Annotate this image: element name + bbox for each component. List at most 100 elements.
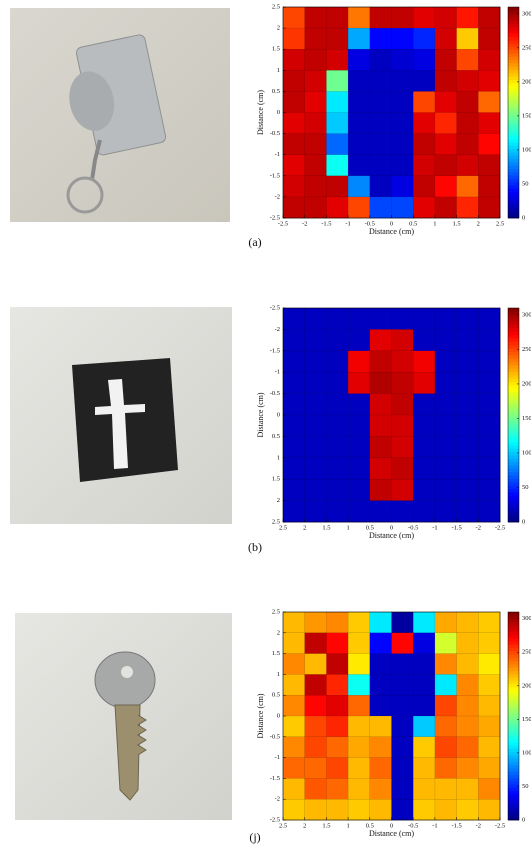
heatmap-cell bbox=[370, 394, 392, 416]
y-tick-label: -1.5 bbox=[270, 347, 280, 354]
heatmap-cell bbox=[392, 49, 414, 70]
colorbar-segment bbox=[508, 405, 519, 409]
heatmap-cell bbox=[413, 695, 435, 716]
colorbar-segment bbox=[508, 415, 519, 419]
heatmap-cell bbox=[370, 91, 392, 112]
colorbar-segment bbox=[508, 641, 519, 645]
heatmap-cell bbox=[326, 612, 348, 633]
heatmap-cell bbox=[457, 197, 479, 218]
x-tick-label: -2.5 bbox=[278, 220, 288, 227]
heatmap-cell bbox=[457, 458, 479, 480]
heatmap-cell bbox=[283, 654, 305, 675]
heatmap-cell bbox=[348, 394, 370, 416]
heatmap-cell bbox=[392, 737, 414, 758]
heatmap-cell bbox=[457, 633, 479, 654]
colorbar-segment bbox=[508, 73, 519, 77]
heatmap-cell bbox=[283, 91, 305, 112]
colorbar-segment bbox=[508, 103, 519, 107]
colorbar-segment bbox=[508, 479, 519, 483]
colorbar-segment bbox=[508, 50, 519, 54]
y-axis-label: Distance (cm) bbox=[256, 693, 265, 738]
heatmap-cell bbox=[370, 633, 392, 654]
heatmap-cell bbox=[326, 49, 348, 70]
colorbar-segment bbox=[508, 7, 519, 11]
colorbar-segment bbox=[508, 116, 519, 120]
y-tick-label: -0.5 bbox=[270, 733, 280, 740]
colorbar-segment bbox=[508, 208, 519, 212]
heatmap-cell bbox=[370, 49, 392, 70]
colorbar-segment bbox=[508, 395, 519, 399]
colorbar-segment bbox=[508, 742, 519, 746]
heatmap-cell bbox=[348, 308, 370, 330]
y-tick-label: -0.5 bbox=[270, 130, 280, 137]
heatmap-cell bbox=[283, 415, 305, 437]
colorbar-tick-label: 100 bbox=[522, 146, 531, 153]
y-tick-label: 0.5 bbox=[272, 692, 280, 699]
heatmap-cell bbox=[370, 799, 392, 820]
colorbar-segment bbox=[508, 482, 519, 486]
heatmap-cell bbox=[413, 799, 435, 820]
colorbar-segment bbox=[508, 56, 519, 60]
heatmap-cell bbox=[478, 737, 500, 758]
colorbar-segment bbox=[508, 89, 519, 93]
heatmap-cell bbox=[348, 612, 370, 633]
colorbar-segment bbox=[508, 178, 519, 182]
heatmap-cell bbox=[370, 778, 392, 799]
heatmap-cell bbox=[283, 372, 305, 394]
colorbar-segment bbox=[508, 432, 519, 436]
colorbar-segment bbox=[508, 710, 519, 714]
heatmap-cell bbox=[457, 7, 479, 28]
y-tick-label: 0 bbox=[277, 411, 280, 418]
colorbar-segment bbox=[508, 758, 519, 762]
colorbar-segment bbox=[508, 109, 519, 113]
colorbar-segment bbox=[508, 20, 519, 24]
colorbar-segment bbox=[508, 63, 519, 67]
heatmap-cell bbox=[283, 351, 305, 373]
heatmap-cell bbox=[370, 113, 392, 134]
heatmap-cell bbox=[348, 778, 370, 799]
heatmap-cell bbox=[326, 758, 348, 779]
heatmap-cell bbox=[478, 155, 500, 176]
colorbar-segment bbox=[508, 165, 519, 169]
colorbar-segment bbox=[508, 172, 519, 176]
heatmap-cell bbox=[348, 695, 370, 716]
heatmap-cell bbox=[370, 612, 392, 633]
heatmap-cell bbox=[305, 49, 327, 70]
colorbar-segment bbox=[508, 448, 519, 452]
heatmap-cell bbox=[457, 415, 479, 437]
heatmap-cell bbox=[392, 155, 414, 176]
colorbar-segment bbox=[508, 345, 519, 349]
colorbar-segment bbox=[508, 142, 519, 146]
heatmap-cell bbox=[457, 176, 479, 197]
colorbar-segment bbox=[508, 632, 519, 636]
heatmap-cell bbox=[326, 633, 348, 654]
heatmap-cell bbox=[370, 415, 392, 437]
colorbar-segment bbox=[508, 428, 519, 432]
heatmap-cell bbox=[326, 134, 348, 155]
heatmap-cell bbox=[392, 415, 414, 437]
heatmap-cell bbox=[283, 394, 305, 416]
y-tick-label: 1 bbox=[277, 67, 280, 74]
colorbar-segment bbox=[508, 794, 519, 798]
heatmap-cell bbox=[457, 91, 479, 112]
heatmap-cell bbox=[478, 372, 500, 394]
heatmap-cell bbox=[457, 737, 479, 758]
heatmap-cell bbox=[457, 612, 479, 633]
colorbar-segment bbox=[508, 365, 519, 369]
heatmap-cell bbox=[348, 49, 370, 70]
heatmap-cell bbox=[478, 674, 500, 695]
heatmap-cell bbox=[305, 778, 327, 799]
heatmap-cell bbox=[435, 372, 457, 394]
colorbar-segment bbox=[508, 422, 519, 426]
colorbar-segment bbox=[508, 136, 519, 140]
colorbar-segment bbox=[508, 188, 519, 192]
y-tick-label: -1.5 bbox=[270, 172, 280, 179]
heatmap-cell bbox=[435, 308, 457, 330]
colorbar-segment bbox=[508, 358, 519, 362]
colorbar-segment bbox=[508, 661, 519, 665]
heatmap-cell bbox=[326, 695, 348, 716]
heatmap-cell bbox=[392, 654, 414, 675]
y-tick-label: 0 bbox=[277, 712, 280, 719]
heatmap-cell bbox=[326, 737, 348, 758]
heatmap-cell bbox=[283, 479, 305, 501]
